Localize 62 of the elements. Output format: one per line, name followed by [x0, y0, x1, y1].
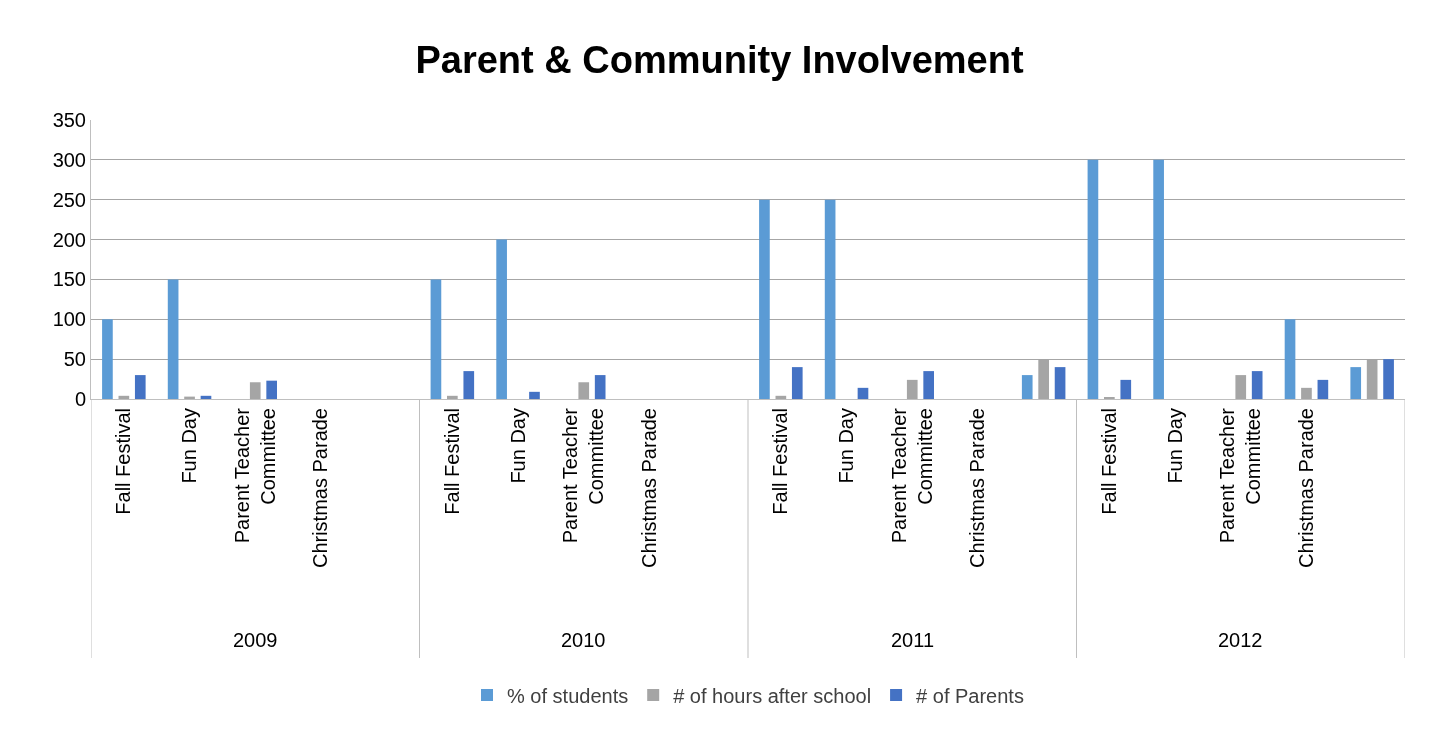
y-tick-label: 0	[74, 388, 86, 410]
x-tick-label: Fun Day	[835, 408, 858, 484]
bar	[447, 395, 458, 399]
text: 2009	[233, 629, 278, 651]
bar	[463, 371, 475, 399]
x-tick-label: Fall Festival	[769, 408, 792, 515]
bar	[430, 279, 442, 399]
bar	[923, 371, 935, 399]
bar	[1054, 367, 1066, 399]
x-tick-label: Parent Teacher Committee	[559, 407, 608, 544]
bar	[496, 239, 507, 399]
x-tick-label: Fall Festival	[112, 408, 135, 515]
y-tick-label: 100	[52, 308, 86, 331]
y-tick-label: 50	[63, 348, 86, 371]
x-tick-label: Parent Teacher Committee	[230, 407, 279, 544]
bar	[1021, 375, 1033, 399]
bar	[1120, 379, 1132, 399]
bar	[1301, 387, 1312, 399]
x-tick-label: Christmas Parade	[637, 408, 660, 569]
bar	[1251, 371, 1263, 399]
text: 2012	[1218, 629, 1263, 651]
bar	[1284, 319, 1296, 399]
y-tick-label: 200	[52, 228, 86, 251]
bar	[249, 382, 261, 399]
bar	[578, 382, 590, 399]
y-tick-label: 150	[52, 268, 86, 291]
x-tick-label: Fall Festival	[440, 408, 463, 515]
chart-title: Parent & Community Involvement	[415, 39, 1024, 82]
x-tick-label: Fun Day	[506, 408, 529, 484]
bar	[594, 375, 606, 399]
y-tick-label: 300	[52, 148, 86, 171]
x-tick-label: Fun Day	[178, 408, 201, 484]
bar	[1153, 159, 1164, 399]
bar	[134, 375, 146, 399]
bar	[167, 279, 179, 399]
x-tick-label: Christmas Parade	[309, 408, 332, 569]
x-tick-label: Parent Teacher Committee	[887, 407, 936, 544]
y-tick-label: 250	[52, 188, 86, 211]
x-tick-label: Fun Day	[1163, 408, 1186, 484]
bar	[791, 367, 803, 399]
x-tick-label: Christmas Parade	[1294, 408, 1317, 569]
text: 2011	[891, 629, 935, 651]
bar	[906, 379, 918, 399]
bar	[1350, 367, 1362, 399]
y-tick-label: 350	[52, 109, 86, 131]
x-tick-label: Fall Festival	[1097, 408, 1120, 515]
bar	[824, 199, 836, 399]
bar	[1383, 359, 1394, 399]
legend-label: # of Parents	[916, 684, 1024, 707]
bar	[1235, 375, 1247, 399]
legend-label: % of students	[507, 684, 629, 707]
bar	[759, 199, 770, 399]
x-tick-label: Parent Teacher Committee	[1216, 407, 1265, 544]
legend-label: # of hours after school	[673, 684, 872, 707]
x-tick-label: Christmas Parade	[966, 408, 989, 569]
bar	[857, 387, 869, 399]
text: 2010	[561, 629, 606, 651]
bar	[266, 380, 278, 399]
bar	[1087, 159, 1099, 399]
bar	[102, 319, 113, 399]
bar	[529, 391, 540, 399]
bar	[1317, 379, 1329, 399]
